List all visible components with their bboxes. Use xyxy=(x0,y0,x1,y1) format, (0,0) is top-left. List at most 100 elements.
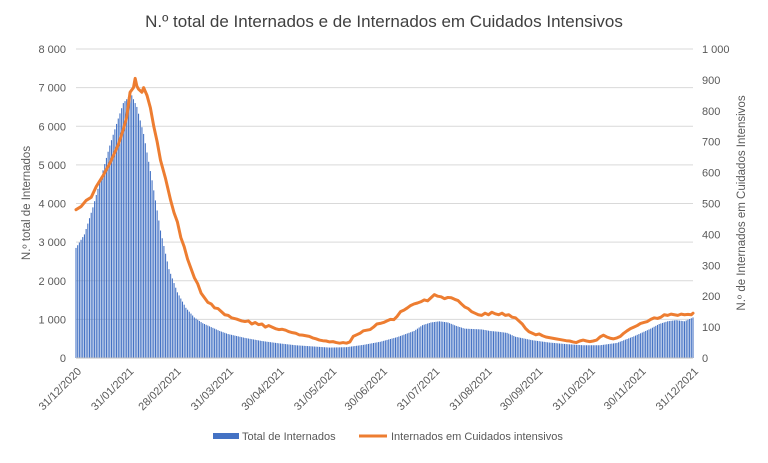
bar xyxy=(575,344,577,358)
bar xyxy=(614,343,616,358)
bar xyxy=(119,113,121,359)
bar xyxy=(381,341,383,358)
y-tick-left: 4 000 xyxy=(38,199,66,211)
legend-label-uci: Internados em Cuidados intensivos xyxy=(391,431,563,443)
bar xyxy=(369,343,371,358)
bar xyxy=(384,340,386,358)
bar xyxy=(403,334,405,358)
bar xyxy=(455,325,457,358)
bar xyxy=(224,332,226,358)
bar xyxy=(565,344,567,358)
bar xyxy=(288,344,290,358)
bar xyxy=(110,140,113,358)
y-axis-label-right: N.º de Internados em Cuidados Intensivos xyxy=(736,95,748,310)
bar xyxy=(305,345,307,358)
bar xyxy=(300,345,302,358)
y-tick-left: 1 000 xyxy=(38,314,66,326)
bar xyxy=(141,127,143,358)
bar xyxy=(132,99,135,359)
bar xyxy=(249,338,251,358)
bar xyxy=(464,328,466,358)
bar xyxy=(94,201,96,358)
y-tick-right: 700 xyxy=(702,137,720,149)
bar xyxy=(538,341,540,358)
bar xyxy=(330,347,332,358)
bar xyxy=(640,333,642,358)
bar xyxy=(332,347,334,358)
bar xyxy=(506,332,508,358)
bar xyxy=(535,340,537,358)
bar xyxy=(687,319,689,358)
bar xyxy=(509,334,511,358)
bar xyxy=(159,230,162,358)
bar xyxy=(520,337,522,358)
bar xyxy=(594,345,596,358)
bar xyxy=(656,324,659,358)
bar xyxy=(78,242,80,358)
y-tick-right: 1 000 xyxy=(702,44,730,56)
bar xyxy=(318,346,320,358)
bar xyxy=(449,323,451,358)
bar xyxy=(672,320,674,358)
bar xyxy=(503,332,505,358)
bar xyxy=(665,321,667,358)
bar xyxy=(168,269,170,358)
bar xyxy=(285,344,287,358)
bar xyxy=(301,345,304,358)
bar xyxy=(508,333,510,358)
bar xyxy=(131,95,133,358)
bar xyxy=(389,339,391,358)
bar xyxy=(227,334,229,358)
bar xyxy=(354,346,356,358)
bar xyxy=(134,103,136,358)
bar xyxy=(149,171,151,358)
chart-title: N.º total de Internados e de Internados … xyxy=(145,12,623,31)
bar xyxy=(487,330,489,358)
bar xyxy=(241,337,243,358)
bar xyxy=(629,337,631,358)
bar xyxy=(462,328,464,358)
bar xyxy=(315,346,317,358)
bar xyxy=(100,176,102,358)
bar xyxy=(689,318,691,358)
bar xyxy=(591,345,593,358)
bar xyxy=(393,338,395,358)
bar xyxy=(121,108,123,358)
bar xyxy=(214,328,216,358)
bar xyxy=(491,331,493,358)
bar xyxy=(650,328,652,358)
bar xyxy=(114,129,116,358)
bar xyxy=(102,170,104,358)
bar xyxy=(372,343,375,358)
bar xyxy=(252,339,255,358)
bar xyxy=(498,331,500,358)
bar xyxy=(599,345,601,358)
bar xyxy=(212,327,214,358)
bar xyxy=(188,311,190,358)
bar xyxy=(621,340,623,358)
bar xyxy=(580,345,582,358)
bar xyxy=(256,340,258,358)
bar xyxy=(607,344,610,358)
y-tick-left: 5 000 xyxy=(38,160,66,172)
bar xyxy=(104,164,106,358)
bar xyxy=(597,345,599,358)
bar xyxy=(281,343,283,358)
y-tick-right: 800 xyxy=(702,106,720,118)
bar xyxy=(658,324,660,358)
bar xyxy=(460,327,462,358)
bar xyxy=(173,283,175,358)
bar xyxy=(367,343,369,358)
bar xyxy=(349,346,351,358)
bar xyxy=(504,332,506,358)
bar xyxy=(555,343,557,358)
bar xyxy=(153,190,155,358)
bar xyxy=(87,223,89,358)
bar xyxy=(646,330,648,358)
bar xyxy=(477,329,479,358)
bar xyxy=(411,331,413,358)
bar xyxy=(362,344,364,358)
bar xyxy=(530,339,532,358)
bar xyxy=(170,273,172,358)
bar xyxy=(405,334,407,358)
